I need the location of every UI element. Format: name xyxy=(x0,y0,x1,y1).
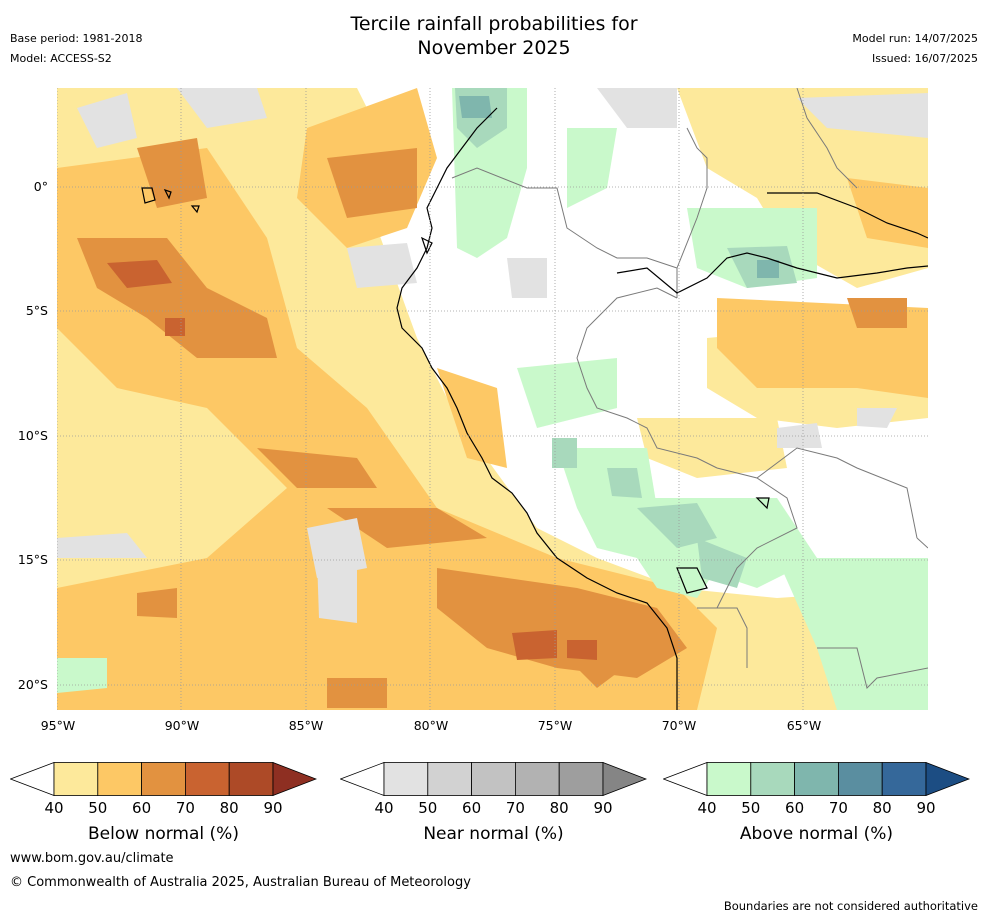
above-normal-swatch xyxy=(794,762,839,796)
below-normal-50-60-regions xyxy=(57,88,928,710)
near-normal-tick-label: 80 xyxy=(549,799,569,817)
below-normal-under-triangle xyxy=(9,761,55,797)
lon-label-85w: 85°W xyxy=(288,718,324,733)
lat-label-15s: 15°S xyxy=(17,552,48,567)
country-boundaries xyxy=(451,88,928,689)
lon-label-65w: 65°W xyxy=(786,718,822,733)
footer-url: www.bom.gov.au/climate xyxy=(10,851,174,866)
above-normal-tick-label: 80 xyxy=(872,799,892,817)
above-normal-tick-label: 60 xyxy=(785,799,805,817)
title-line-2: November 2025 xyxy=(417,37,571,59)
above-normal-tick-label: 70 xyxy=(828,799,848,817)
model-name: Model: ACCESS-S2 xyxy=(10,52,112,65)
below-normal-70-80-regions xyxy=(107,260,597,660)
base-period: Base period: 1981-2018 xyxy=(10,32,143,45)
below-normal-colorbar-title: Below normal (%) xyxy=(88,824,239,844)
near-normal-colorbar: 40 50 60 70 80 90 Near normal (%) xyxy=(339,761,648,844)
lon-label-75w: 75°W xyxy=(537,718,573,733)
near-normal-colorbar-title: Near normal (%) xyxy=(423,824,564,844)
near-normal-tick-label: 40 xyxy=(374,799,394,817)
lon-label-95w: 95°W xyxy=(40,718,76,733)
below-normal-swatch xyxy=(228,762,274,796)
above-normal-swatch xyxy=(837,762,883,796)
chart-title: Tercile rainfall probabilities for Novem… xyxy=(0,12,988,60)
lat-label-5s: 5°S xyxy=(25,303,48,318)
near-normal-swatch xyxy=(427,762,473,796)
lat-label-10s: 10°S xyxy=(17,428,48,443)
below-normal-colorbar: 40 50 60 70 80 90 Below normal (%) xyxy=(9,761,318,844)
below-normal-over-triangle xyxy=(272,761,318,797)
lat-label-0: 0° xyxy=(33,179,48,194)
above-normal-under-triangle xyxy=(662,761,708,797)
footer-copyright: © Commonwealth of Australia 2025, Austra… xyxy=(10,875,471,890)
above-normal-over-triangle xyxy=(925,761,971,797)
meta-right: Model run: 14/07/2025 Issued: 16/07/2025 xyxy=(852,29,978,69)
graticule xyxy=(57,88,928,710)
near-normal-swatch xyxy=(471,762,516,796)
above-normal-swatch xyxy=(706,762,752,796)
near-normal-swatch xyxy=(383,762,429,796)
above-normal-swatch xyxy=(881,762,927,796)
below-normal-tick-label: 90 xyxy=(263,799,283,817)
near-normal-tick-label: 70 xyxy=(505,799,525,817)
below-normal-tick-label: 60 xyxy=(132,799,152,817)
lon-label-70w: 70°W xyxy=(661,718,697,733)
near-normal-swatch xyxy=(558,762,604,796)
near-normal-40-50-regions xyxy=(57,88,928,623)
model-run-date: Model run: 14/07/2025 xyxy=(852,32,978,45)
near-normal-swatch xyxy=(514,762,560,796)
above-normal-50-60-regions xyxy=(455,88,797,588)
above-normal-swatch xyxy=(750,762,796,796)
coastlines xyxy=(141,107,928,710)
below-normal-swatch xyxy=(53,762,99,796)
below-normal-swatch xyxy=(141,762,186,796)
above-normal-tick-label: 90 xyxy=(916,799,936,817)
below-normal-colorbar-swatches xyxy=(9,761,318,797)
above-normal-colorbar: 40 50 60 70 80 90 Above normal (%) xyxy=(662,761,971,844)
above-normal-tick-label: 50 xyxy=(741,799,761,817)
probability-map xyxy=(57,88,928,710)
above-normal-tick-label: 40 xyxy=(697,799,717,817)
above-normal-60-70-regions xyxy=(459,96,779,278)
meta-left: Base period: 1981-2018 Model: ACCESS-S2 xyxy=(10,29,142,69)
lon-label-80w: 80°W xyxy=(413,718,449,733)
below-normal-tick-label: 80 xyxy=(219,799,239,817)
issued-date: Issued: 16/07/2025 xyxy=(871,52,978,65)
near-normal-colorbar-swatches xyxy=(339,761,648,797)
near-normal-tick-label: 90 xyxy=(593,799,613,817)
lat-label-20s: 20°S xyxy=(17,677,48,692)
lon-label-90w: 90°W xyxy=(164,718,200,733)
below-normal-swatch xyxy=(97,762,143,796)
near-normal-over-triangle xyxy=(602,761,648,797)
title-line-1: Tercile rainfall probabilities for xyxy=(350,13,638,35)
above-normal-colorbar-title: Above normal (%) xyxy=(739,824,894,844)
footer-note: Boundaries are not considered authoritat… xyxy=(723,899,978,913)
near-normal-under-triangle xyxy=(339,761,385,797)
below-normal-tick-label: 40 xyxy=(44,799,64,817)
above-normal-colorbar-swatches xyxy=(662,761,971,797)
below-normal-swatch xyxy=(184,762,230,796)
near-normal-tick-label: 60 xyxy=(462,799,482,817)
near-normal-tick-label: 50 xyxy=(418,799,438,817)
below-normal-tick-label: 50 xyxy=(88,799,108,817)
below-normal-tick-label: 70 xyxy=(175,799,195,817)
